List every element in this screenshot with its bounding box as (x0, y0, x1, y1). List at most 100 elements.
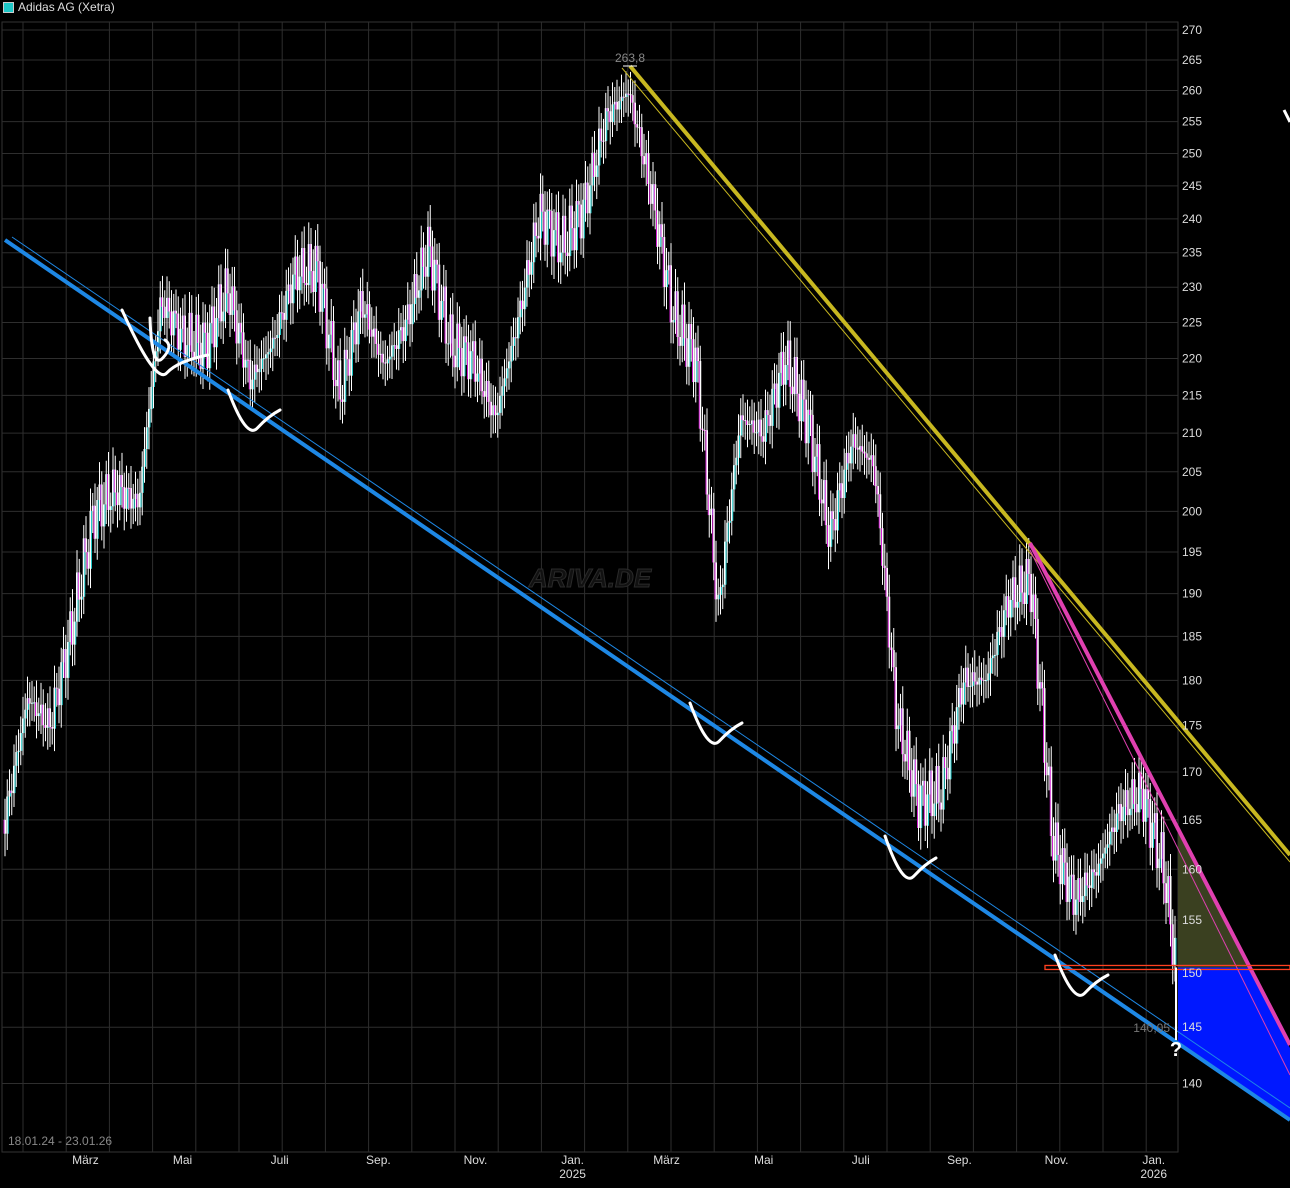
candle-color (142, 466, 144, 493)
candle-body (186, 345, 189, 357)
candle-color (383, 362, 385, 364)
candle-body (1021, 565, 1023, 593)
hand-drawn-curve (688, 701, 744, 745)
candle-color (323, 283, 324, 289)
candle-color (527, 260, 529, 275)
candle-color (1079, 878, 1080, 903)
candle-color (246, 359, 248, 361)
candle-color (937, 765, 939, 803)
candle-body (109, 506, 112, 510)
candle-color (590, 185, 592, 214)
candle-color (505, 378, 506, 387)
candle-color (802, 379, 804, 400)
candle-color (1013, 577, 1015, 608)
candle-color (145, 449, 146, 467)
candle-body (42, 704, 45, 726)
candle-color (514, 337, 516, 339)
candle-body (517, 317, 519, 339)
candle-body (1072, 874, 1075, 915)
candle-body (166, 297, 168, 318)
candle-body (316, 245, 319, 262)
candle-color (316, 245, 317, 293)
candle-color (795, 357, 797, 394)
candle-body (816, 444, 819, 457)
legend-swatch (3, 1, 14, 13)
candle-body (665, 270, 668, 288)
candle-body (841, 483, 843, 498)
candle-color (7, 796, 9, 834)
candle-color (739, 435, 740, 458)
candle-color (1043, 688, 1044, 763)
candle-color (1101, 858, 1103, 864)
candle-color (264, 358, 266, 360)
candle-body (573, 228, 576, 251)
candle-body (458, 323, 461, 348)
hand-drawn-mark (1282, 109, 1290, 123)
candle-body (1048, 766, 1050, 776)
candle-body (940, 802, 942, 810)
y-tick-label: 170 (1182, 765, 1202, 779)
candle-body (728, 520, 731, 523)
candle-color (970, 685, 972, 687)
candle-color (451, 314, 453, 356)
candle-color (332, 321, 333, 380)
candle-body (913, 759, 915, 797)
support-trendline (3, 238, 1290, 1122)
candle-color (296, 256, 297, 291)
candle-color (219, 284, 221, 322)
candle-color (959, 687, 961, 705)
candle-body (771, 388, 774, 426)
candle-color (844, 469, 846, 498)
candle-body (503, 378, 506, 387)
candle-color (718, 594, 720, 600)
candle-body (661, 224, 663, 238)
candle-body (548, 209, 551, 211)
candle-body (334, 379, 337, 387)
candle-color (365, 314, 367, 318)
candle-body (406, 304, 409, 320)
candle-color (84, 538, 86, 553)
candle-body (1075, 899, 1077, 915)
candle-body (827, 525, 830, 547)
candle-body (838, 483, 841, 491)
candle-body (532, 222, 535, 263)
candle-body (1007, 596, 1010, 618)
candle-body (258, 368, 261, 373)
candle-body (798, 393, 801, 422)
candle-body (40, 704, 42, 714)
candle-body (620, 96, 623, 102)
candle-body (373, 328, 375, 337)
candle-body (251, 379, 254, 390)
candle-color (946, 767, 948, 780)
x-tick-label: Sep. (366, 1153, 391, 1167)
candle-body (449, 314, 452, 344)
candle-body (622, 96, 625, 98)
candle-color (1142, 788, 1143, 822)
candle-body (1171, 924, 1174, 965)
y-tick-label: 160 (1182, 862, 1202, 876)
candle-color (894, 667, 896, 730)
candle-color (1063, 848, 1064, 885)
candle-body (352, 322, 355, 331)
candle-body (652, 184, 654, 204)
candle-body (283, 312, 285, 320)
candle-body (78, 572, 81, 600)
candle-body (1018, 565, 1021, 602)
candle-color (923, 780, 925, 826)
candle-body (1124, 790, 1127, 807)
candle-body (454, 355, 456, 368)
x-tick-label: März (72, 1153, 99, 1167)
candle-color (878, 494, 880, 529)
candle-body (1099, 858, 1102, 864)
candle-color (498, 412, 500, 416)
candle-body (780, 351, 783, 373)
candle-color (460, 347, 462, 377)
candle-color (318, 261, 320, 312)
candle-body (330, 321, 333, 335)
candle-body (553, 230, 555, 257)
candle-body (944, 757, 947, 768)
candle-color (71, 611, 72, 645)
hand-drawn-curve (226, 388, 282, 432)
candle-color (736, 457, 738, 466)
candle-body (499, 395, 501, 413)
